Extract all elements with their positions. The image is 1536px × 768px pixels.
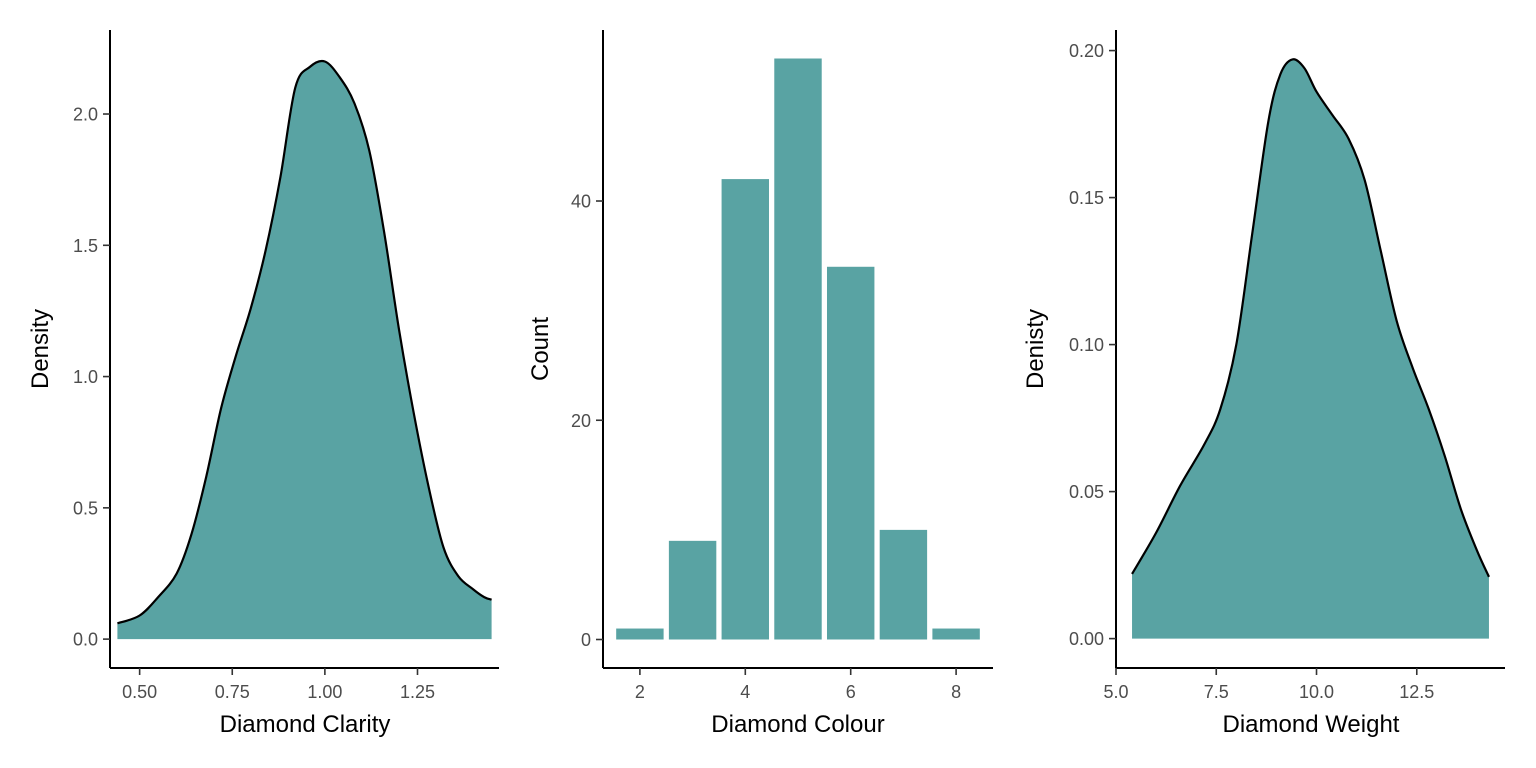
colour-y-axis-title: Count <box>527 317 554 381</box>
weight-x-tick-label: 7.5 <box>1204 682 1229 702</box>
weight-x-tick-label: 10.0 <box>1299 682 1334 702</box>
colour-bar-2 <box>616 628 664 640</box>
colour-x-tick-label: 6 <box>846 682 856 702</box>
colour-count-bars <box>616 58 980 640</box>
clarity-y-tick-label: 2.0 <box>73 105 98 125</box>
clarity-x-tick-label: 0.75 <box>215 682 250 702</box>
colour-bar-5 <box>774 58 822 640</box>
colour-x-tick-label: 4 <box>740 682 750 702</box>
weight-y-tick-label: 0.00 <box>1069 629 1104 649</box>
weight-x-tick-label: 12.5 <box>1399 682 1434 702</box>
weight-x-ticks: 5.0 7.5 10.0 12.5 <box>1103 668 1434 702</box>
colour-x-ticks: 2 4 6 8 <box>635 668 961 702</box>
colour-y-tick-label: 0 <box>581 630 591 650</box>
colour-y-ticks: 0 20 40 <box>571 192 603 650</box>
weight-density-area <box>1132 59 1489 639</box>
clarity-x-ticks: 0.50 0.75 1.00 1.25 <box>122 668 435 702</box>
clarity-density-panel: 0.0 0.5 1.0 1.5 2.0 0.50 0.75 1.00 1.25 Diamond… <box>27 30 499 738</box>
clarity-x-tick-label: 1.00 <box>307 682 342 702</box>
weight-density-curve <box>1131 58 1490 578</box>
weight-y-axis-title: Denisty <box>1022 309 1049 389</box>
clarity-y-tick-label: 1.0 <box>73 367 98 387</box>
weight-y-tick-label: 0.10 <box>1069 335 1104 355</box>
colour-bar-6 <box>826 266 875 640</box>
weight-density-marks <box>1131 58 1490 639</box>
clarity-y-tick-label: 0.0 <box>73 630 98 650</box>
clarity-x-axis-title: Diamond Clarity <box>220 711 391 738</box>
colour-y-tick-label: 20 <box>571 411 591 431</box>
weight-y-tick-label: 0.05 <box>1069 482 1104 502</box>
colour-y-tick-label: 40 <box>571 192 591 212</box>
colour-bar-4 <box>721 179 770 640</box>
clarity-x-tick-label: 1.25 <box>400 682 435 702</box>
weight-y-tick-label: 0.15 <box>1069 188 1104 208</box>
weight-y-tick-label: 0.20 <box>1069 41 1104 61</box>
colour-count-panel: 0 20 40 2 4 6 8 Diamond Colour Count <box>527 30 993 738</box>
colour-bar-8 <box>932 628 980 640</box>
colour-x-tick-label: 2 <box>635 682 645 702</box>
colour-bar-3 <box>668 540 717 640</box>
weight-x-axis-title: Diamond Weight <box>1223 711 1400 738</box>
clarity-density-area <box>117 60 492 640</box>
weight-density-panel: 0.00 0.05 0.10 0.15 0.20 5.0 7.5 10.0 12.5 Diam… <box>1022 30 1505 738</box>
clarity-density-curve <box>117 59 492 625</box>
clarity-y-tick-label: 0.5 <box>73 498 98 518</box>
clarity-y-ticks: 0.0 0.5 1.0 1.5 2.0 <box>73 105 110 650</box>
weight-y-ticks: 0.00 0.05 0.10 0.15 0.20 <box>1069 41 1116 649</box>
clarity-y-tick-label: 1.5 <box>73 236 98 256</box>
clarity-x-tick-label: 0.50 <box>122 682 157 702</box>
clarity-density-marks <box>117 59 492 640</box>
colour-x-tick-label: 8 <box>951 682 961 702</box>
colour-x-axis-title: Diamond Colour <box>711 711 884 738</box>
weight-x-tick-label: 5.0 <box>1103 682 1128 702</box>
colour-bar-7 <box>879 529 928 640</box>
clarity-y-axis-title: Density <box>27 309 54 389</box>
